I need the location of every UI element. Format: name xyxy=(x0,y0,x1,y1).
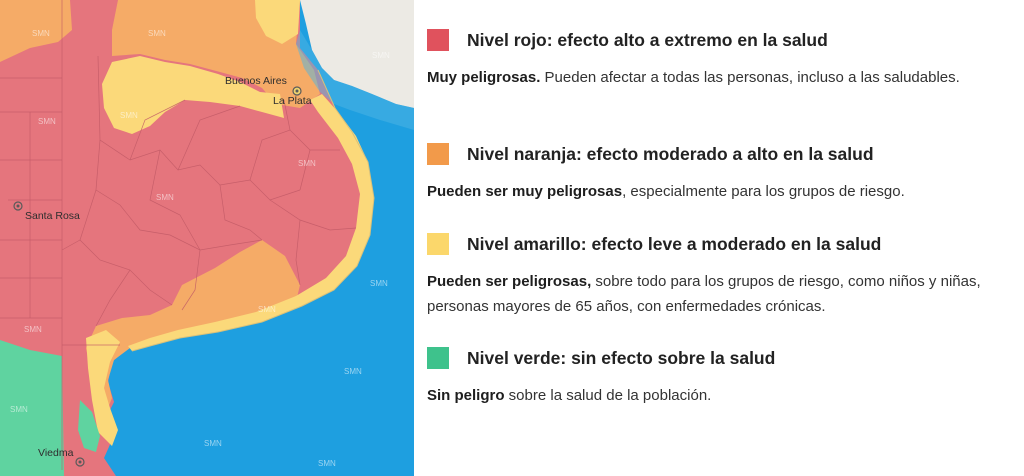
orange-square-icon xyxy=(427,143,449,165)
city-marker-la-plata[interactable]: La Plata xyxy=(273,86,312,107)
city-label: Buenos Aires xyxy=(225,75,287,87)
uruguay-land xyxy=(300,0,414,108)
yellow-square-icon xyxy=(427,233,449,255)
legend-item-naranja: Nivel naranja: efecto moderado a alto en… xyxy=(427,142,1017,204)
watermark-label: SMN xyxy=(318,459,336,468)
legend-description: Muy peligrosas. Pueden afectar a todas l… xyxy=(427,65,1017,90)
legend-header: Nivel rojo: efecto alto a extremo en la … xyxy=(427,28,1017,52)
watermark-label: SMN xyxy=(10,405,28,414)
legend-description-text: Pueden afectar a todas las personas, inc… xyxy=(540,69,960,86)
watermarks: SMN SMN SMN SMN SMN SMN SMN SMN SMN SMN … xyxy=(10,29,390,468)
legend-header: Nivel verde: sin efecto sobre la salud xyxy=(427,346,1017,370)
green-square-icon xyxy=(427,347,449,369)
legend-title: Nivel verde: sin efecto sobre la salud xyxy=(467,347,776,368)
watermark-label: SMN xyxy=(156,193,174,202)
city-dot-center-icon xyxy=(78,460,82,464)
legend-header: Nivel naranja: efecto moderado a alto en… xyxy=(427,142,1017,166)
legend-title: Nivel rojo: efecto alto a extremo en la … xyxy=(467,29,828,50)
rio-de-la-plata xyxy=(296,30,414,130)
legend-title: Nivel naranja: efecto moderado a alto en… xyxy=(467,143,874,164)
zone-verde-costa[interactable] xyxy=(78,400,100,452)
zone-naranja-norte[interactable] xyxy=(0,0,72,62)
watermark-label: SMN xyxy=(258,305,276,314)
coastline xyxy=(131,69,375,352)
city-label: Viedma xyxy=(38,447,74,459)
city-marker-viedma[interactable]: Viedma xyxy=(38,447,85,467)
legend-item-rojo: Nivel rojo: efecto alto a extremo en la … xyxy=(427,28,1017,90)
legend-item-amarillo: Nivel amarillo: efecto leve a moderado e… xyxy=(427,232,1017,319)
city-label: Santa Rosa xyxy=(25,210,80,222)
legend-description: Pueden ser peligrosas, sobre todo para l… xyxy=(427,269,1017,319)
legend-description: Pueden ser muy peligrosas, especialmente… xyxy=(427,179,1017,204)
watermark-label: SMN xyxy=(372,51,390,60)
legend-header: Nivel amarillo: efecto leve a moderado e… xyxy=(427,232,1017,256)
department-borders xyxy=(0,0,357,470)
city-label: La Plata xyxy=(273,95,312,107)
legend-description: Sin peligro sobre la salud de la poblaci… xyxy=(427,383,1017,408)
city-marker-buenos-aires[interactable]: Buenos Aires xyxy=(225,75,287,87)
legend-title: Nivel amarillo: efecto leve a moderado e… xyxy=(467,233,882,254)
watermark-label: SMN xyxy=(120,111,138,120)
city-dot-center-icon xyxy=(16,204,20,208)
legend-description-text: , especialmente para los grupos de riesg… xyxy=(622,183,905,200)
watermark-label: SMN xyxy=(148,29,166,38)
watermark-label: SMN xyxy=(298,159,316,168)
zone-verde[interactable] xyxy=(0,340,64,476)
legend-description-bold: Pueden ser peligrosas, xyxy=(427,273,592,290)
city-dot-center-icon xyxy=(295,89,299,93)
alert-map-svg: SMN SMN SMN SMN SMN SMN SMN SMN SMN SMN … xyxy=(0,0,414,476)
watermark-label: SMN xyxy=(38,117,56,126)
legend-description-bold: Sin peligro xyxy=(427,387,505,404)
city-marker-santa-rosa[interactable]: Santa Rosa xyxy=(13,201,80,222)
watermark-label: SMN xyxy=(204,439,222,448)
zone-amarillo-noreste[interactable] xyxy=(255,0,300,44)
watermark-label: SMN xyxy=(344,367,362,376)
watermark-label: SMN xyxy=(24,325,42,334)
legend-description-text: sobre todo para los grupos de riesgo, co… xyxy=(427,273,981,315)
red-square-icon xyxy=(427,29,449,51)
alert-map[interactable]: SMN SMN SMN SMN SMN SMN SMN SMN SMN SMN … xyxy=(0,0,414,476)
zone-amarillo-costa[interactable] xyxy=(128,94,374,351)
legend-description-text: sobre la salud de la población. xyxy=(504,387,712,404)
watermark-label: SMN xyxy=(32,29,50,38)
legend-description-bold: Muy peligrosas. xyxy=(427,69,541,86)
zone-amarillo-norte[interactable] xyxy=(102,56,284,134)
watermark-label: SMN xyxy=(370,279,388,288)
zone-amarillo-sur[interactable] xyxy=(86,330,120,446)
legend-description-bold: Pueden ser muy peligrosas xyxy=(427,183,623,200)
legend-item-verde: Nivel verde: sin efecto sobre la salud S… xyxy=(427,346,1017,408)
